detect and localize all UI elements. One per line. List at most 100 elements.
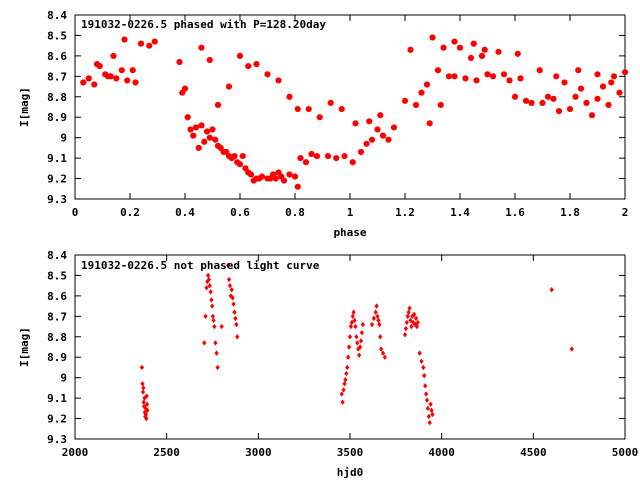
phased-data-point xyxy=(478,52,486,59)
phased-data-point xyxy=(544,93,552,100)
unphased-data-point xyxy=(569,346,574,352)
unphased-y-tick-label: 8.6 xyxy=(47,290,67,303)
unphased-data-point xyxy=(341,387,346,393)
unphased-data-point xyxy=(235,334,240,340)
phased-data-point xyxy=(470,40,477,47)
unphased-data-point xyxy=(354,334,359,340)
unphased-points xyxy=(139,262,574,426)
phased-data-point xyxy=(146,42,153,49)
unphased-data-point xyxy=(232,309,237,315)
phased-x-tick-label: 0.8 xyxy=(285,206,305,219)
unphased-data-point xyxy=(348,323,354,330)
phased-chart-title: 191032-0226.5 phased with P=128.20day xyxy=(81,18,326,31)
phased-data-point xyxy=(577,85,585,92)
phased-data-point xyxy=(239,152,246,160)
phased-data-point xyxy=(407,46,414,53)
unphased-data-point xyxy=(369,321,375,328)
unphased-data-point xyxy=(209,297,214,303)
unphased-x-tick-label: 3500 xyxy=(337,446,364,459)
phased-x-tick-label: 0 xyxy=(72,206,79,219)
unphased-data-point xyxy=(357,352,362,358)
phased-data-point xyxy=(286,171,293,178)
unphased-data-point xyxy=(206,276,211,283)
phased-data-point xyxy=(366,118,373,125)
phased-y-tick-label: 8.9 xyxy=(47,111,67,124)
unphased-y-tick-label: 8.7 xyxy=(47,310,67,323)
unphased-data-point xyxy=(422,372,427,379)
phased-data-point xyxy=(456,44,464,51)
phased-data-point xyxy=(132,79,139,86)
unphased-data-point xyxy=(213,340,218,346)
phased-data-point xyxy=(225,83,233,90)
phased-y-tick-label: 8.8 xyxy=(47,91,67,104)
phased-data-point xyxy=(588,112,596,119)
phased-data-point xyxy=(594,95,601,102)
phased-data-point xyxy=(118,67,125,74)
phased-x-tick-label: 1.6 xyxy=(505,206,525,219)
phased-data-point xyxy=(473,77,480,84)
unphased-data-point xyxy=(360,321,365,328)
unphased-y-tick-label: 9.1 xyxy=(47,392,67,405)
phased-y-tick-label: 9.2 xyxy=(47,173,67,186)
phased-data-point xyxy=(91,81,98,88)
phased-data-point xyxy=(514,50,521,57)
unphased-data-point xyxy=(145,407,150,414)
phased-data-point xyxy=(231,152,238,160)
phased-data-point xyxy=(621,69,629,76)
phased-x-tick-label: 1.4 xyxy=(450,206,470,219)
unphased-data-point xyxy=(429,407,434,414)
phased-data-point xyxy=(308,150,315,158)
unphased-data-point xyxy=(203,313,208,320)
phased-y-tick-label: 8.7 xyxy=(47,70,67,83)
phased-x-tick-label: 1 xyxy=(347,206,354,219)
phased-data-point xyxy=(324,152,332,160)
phased-x-tick-label: 0.4 xyxy=(175,206,195,219)
phased-data-point xyxy=(575,67,582,74)
phased-data-point xyxy=(467,54,475,62)
unphased-data-point xyxy=(343,377,348,383)
phased-data-point xyxy=(572,93,579,100)
phased-data-point xyxy=(418,89,425,96)
phased-data-point xyxy=(124,77,131,84)
unphased-x-tick-label: 5000 xyxy=(612,446,639,459)
phased-data-point xyxy=(412,101,420,109)
phased-data-point xyxy=(291,173,299,180)
phased-data-point xyxy=(495,48,502,55)
phased-x-tick-label: 0.6 xyxy=(230,206,250,219)
unphased-data-point xyxy=(403,325,409,332)
unphased-x-tick-label: 4500 xyxy=(520,446,547,459)
phased-data-point xyxy=(198,122,205,129)
unphased-x-tick-label: 4000 xyxy=(428,446,455,459)
phased-data-point xyxy=(203,128,211,135)
phased-data-point xyxy=(214,101,222,109)
phased-data-point xyxy=(316,114,323,121)
unphased-data-point xyxy=(404,319,409,326)
phased-data-point xyxy=(198,44,205,51)
phased-data-point xyxy=(500,71,508,78)
unphased-data-point xyxy=(427,419,432,426)
phased-data-point xyxy=(113,75,120,82)
phased-y-axis-ticks: 8.4 8.5 8.6 8.7 8.8 8.9 9 9.1 9.2 9.3 xyxy=(47,9,625,206)
unphased-data-point xyxy=(359,329,365,336)
phased-data-point xyxy=(374,126,381,133)
phased-data-point xyxy=(437,101,444,109)
phased-data-point xyxy=(294,183,301,190)
phased-data-point xyxy=(517,75,524,82)
unphased-data-point xyxy=(144,415,149,422)
unphased-data-point xyxy=(414,323,420,330)
unphased-data-point xyxy=(402,332,408,338)
phased-x-tick-label: 1.2 xyxy=(395,206,415,219)
unphased-data-point xyxy=(233,315,238,322)
phased-data-point xyxy=(484,71,491,78)
unphased-data-point xyxy=(430,411,435,418)
phased-data-point xyxy=(605,101,612,109)
phased-data-point xyxy=(561,79,568,86)
unphased-y-tick-label: 9 xyxy=(60,372,67,385)
phased-data-point xyxy=(451,38,458,45)
unphased-data-point xyxy=(373,309,378,315)
phased-data-point xyxy=(608,79,615,86)
phased-data-point xyxy=(363,140,370,147)
unphased-data-point xyxy=(226,276,232,283)
phased-data-point xyxy=(522,97,530,104)
unphased-y-tick-label: 9.2 xyxy=(47,413,67,426)
